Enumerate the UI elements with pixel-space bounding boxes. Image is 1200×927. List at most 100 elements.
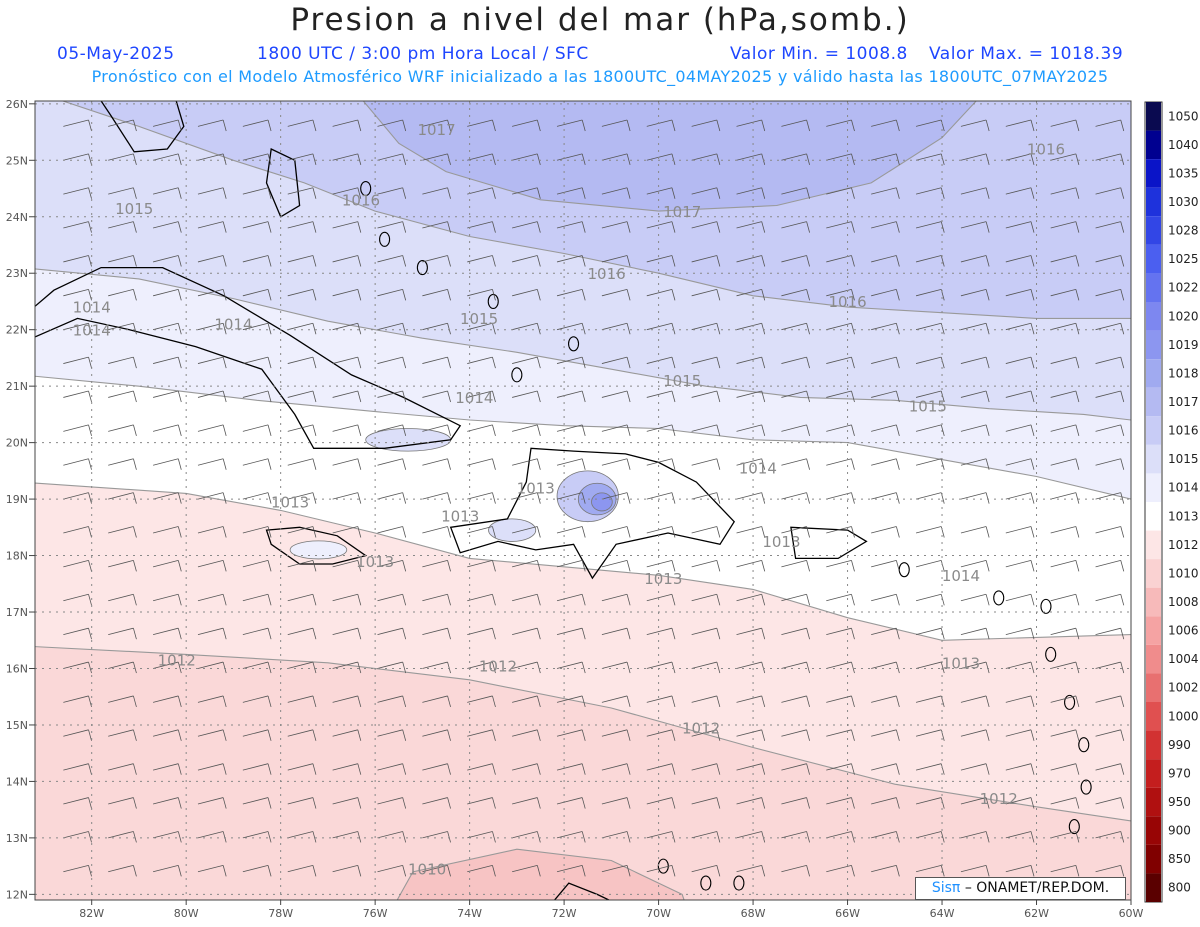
coast-island-17 — [733, 875, 745, 891]
wind-barb — [1005, 797, 1035, 809]
legend-swatch-990 — [1146, 730, 1161, 760]
wind-barb — [287, 255, 317, 267]
wind-barb — [377, 864, 407, 877]
coast-island-0 — [360, 180, 372, 197]
wind-barb — [871, 797, 900, 809]
wind-barb — [960, 560, 990, 572]
coast-andros — [265, 148, 301, 218]
legend-label: 1022 — [1168, 281, 1199, 295]
wind-barb — [422, 492, 451, 504]
wind-barb — [736, 153, 766, 165]
wind-barb — [1005, 255, 1035, 267]
coast-island-8 — [1040, 598, 1052, 614]
legend-swatch-1016 — [1146, 416, 1161, 445]
wind-barb — [332, 864, 362, 877]
isobar-label: 1013 — [762, 533, 800, 551]
wind-barb — [1005, 695, 1035, 708]
wind-barb — [63, 560, 92, 572]
wind-barb — [287, 356, 317, 369]
isobar-label: 1016 — [588, 265, 626, 283]
wind-barb — [108, 797, 137, 809]
wind-barb — [242, 458, 272, 470]
wind-barb — [467, 526, 496, 538]
wind-barb — [108, 492, 137, 504]
legend-label: 1002 — [1168, 681, 1199, 695]
wind-barb — [736, 797, 766, 809]
wind-barb — [781, 153, 810, 165]
lat-label: 18N — [6, 550, 28, 563]
wind-barb — [332, 695, 362, 708]
wind-barb — [1095, 221, 1125, 233]
color-legend: 1050 1040 1035 1030 1028 1025 1022 1020 1019 1018… — [1144, 101, 1199, 903]
wind-barb — [915, 153, 945, 165]
legend-swatch-1013 — [1146, 502, 1161, 531]
wind-barb — [556, 695, 586, 708]
wind-barb — [1095, 763, 1125, 775]
wind-barb — [915, 458, 945, 470]
wind-barb — [601, 356, 631, 369]
wind-barb — [556, 492, 586, 504]
wind-barb — [781, 458, 810, 470]
wind-barb — [646, 356, 676, 369]
pressure-cell-4 — [488, 518, 537, 542]
wind-barb — [1095, 560, 1125, 572]
wind-barb — [960, 763, 990, 775]
wind-barb — [197, 288, 227, 301]
coast-island-13 — [1068, 819, 1080, 835]
wind-barb — [556, 356, 586, 369]
wind-barb — [556, 153, 586, 165]
legend-label: 1004 — [1168, 652, 1199, 666]
wind-barb — [63, 526, 92, 538]
credit-logo: Sisπ — [931, 880, 961, 896]
band-1017 — [363, 101, 977, 212]
wind-barb — [960, 797, 990, 809]
wind-barb — [287, 288, 317, 301]
legend-label: 1050 — [1168, 109, 1199, 123]
wind-barb — [377, 526, 407, 538]
wind-barb — [601, 593, 631, 606]
legend-label: 1040 — [1168, 138, 1199, 152]
wind-barb — [915, 593, 945, 606]
wind-barb — [153, 390, 182, 403]
wind-barb — [1095, 661, 1125, 674]
wind-barb — [556, 322, 586, 335]
wind-barb — [826, 187, 855, 199]
wind-barb — [601, 322, 631, 335]
wind-barb — [332, 661, 362, 674]
wind-barb — [108, 627, 137, 640]
wind-barb — [915, 356, 945, 369]
wind-barb — [871, 627, 900, 640]
map-frame — [34, 100, 1132, 901]
wind-barb — [1005, 288, 1035, 301]
wind-barb — [332, 627, 362, 640]
wind-barb — [1050, 390, 1080, 403]
wind-barb — [242, 864, 272, 877]
wind-barb — [691, 153, 721, 165]
wind-barb — [467, 627, 496, 640]
wind-barb — [197, 627, 227, 640]
wind-barb — [781, 322, 810, 335]
wind-barb — [736, 255, 766, 267]
wind-barb — [153, 763, 182, 775]
legend-label: 850 — [1168, 852, 1191, 866]
wind-barb — [960, 322, 990, 335]
legend-label: 1030 — [1168, 195, 1199, 209]
wind-barb — [512, 627, 541, 640]
wind-barbs — [63, 119, 1125, 877]
wind-barb — [556, 458, 586, 470]
legend-swatch-950 — [1146, 787, 1161, 817]
wind-barb — [826, 119, 855, 132]
wind-barb — [960, 492, 990, 504]
wind-barb — [736, 695, 766, 708]
lat-label: 16N — [6, 662, 28, 675]
wind-barb — [153, 119, 182, 132]
wind-barb — [601, 288, 631, 301]
wind-barb — [332, 187, 362, 199]
wind-barb — [1005, 458, 1035, 470]
wind-barb — [153, 153, 182, 165]
wind-barb — [1050, 187, 1080, 199]
wind-barb — [512, 424, 541, 437]
legend-swatch-1025 — [1146, 244, 1161, 274]
isobar-label: 1013 — [441, 508, 479, 526]
wind-barb — [871, 831, 900, 843]
